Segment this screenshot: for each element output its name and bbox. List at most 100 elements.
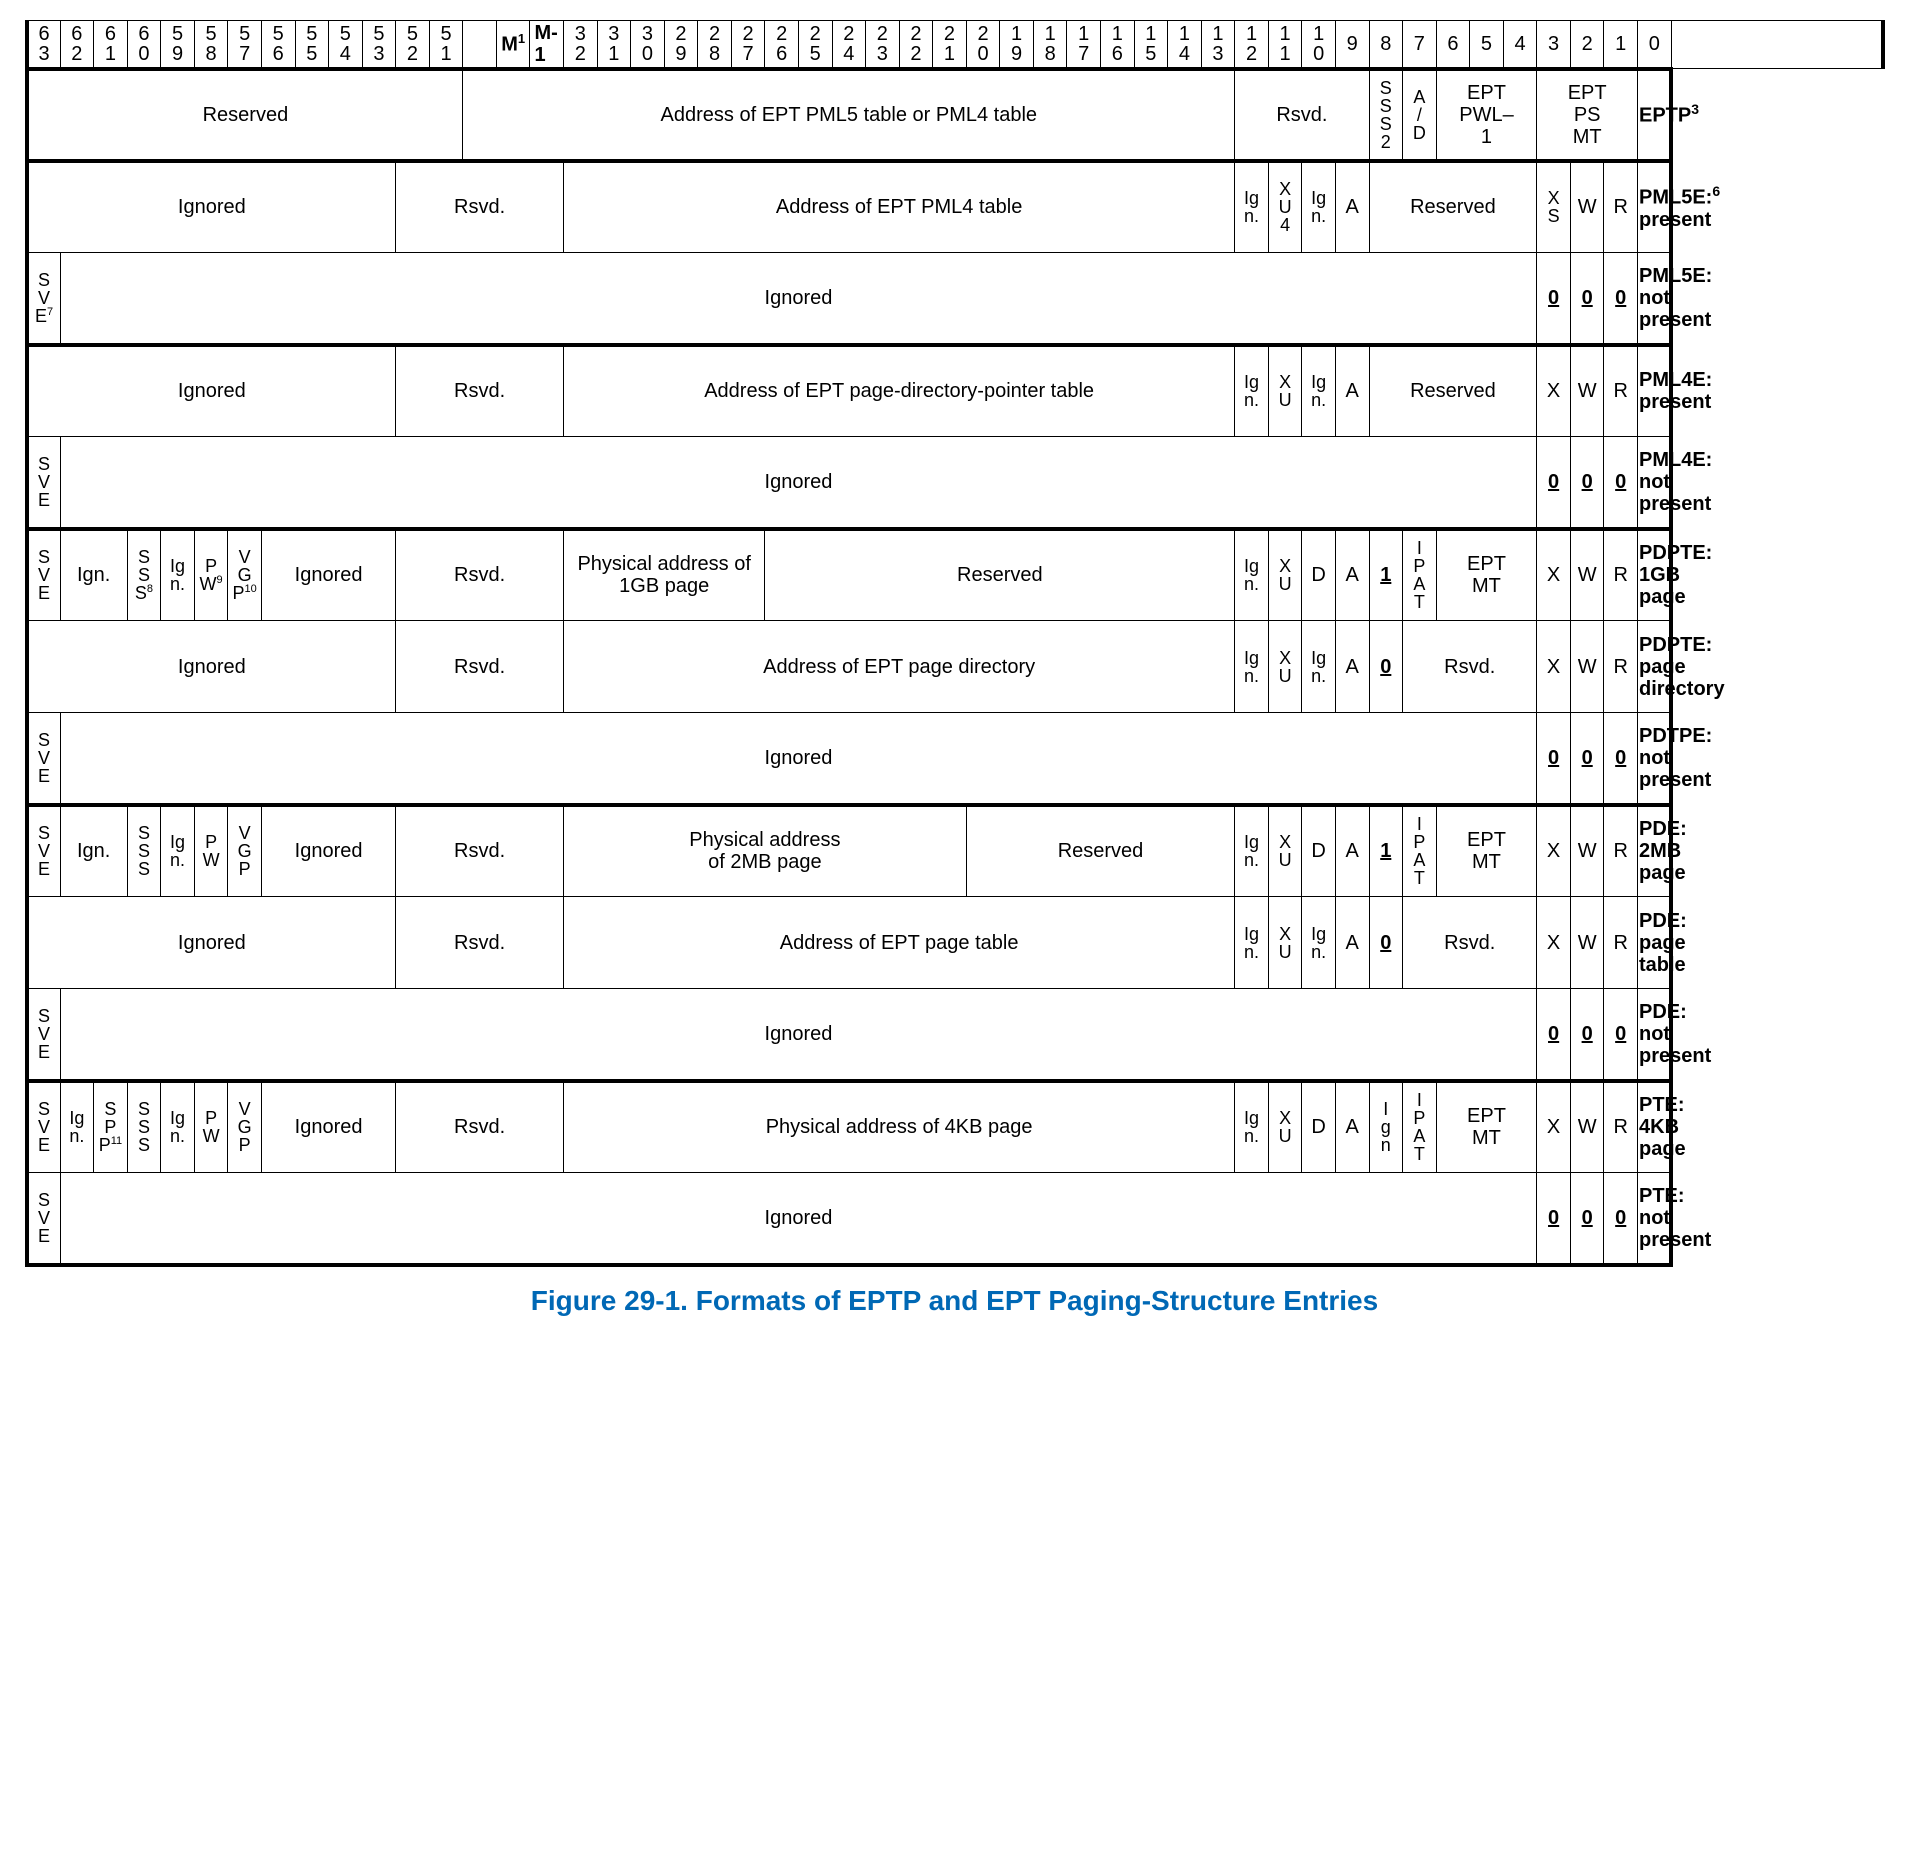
row-label: PML4E:notpresent [1638,437,1672,529]
bitfield-cell: R [1604,345,1638,437]
bitfield-cell: SVE [27,805,61,897]
bitfield-cell: SVE [27,529,61,621]
bit-header-cell: 51 [429,21,463,69]
bit-header-cell: 12 [1235,21,1269,69]
bitfield-cell: SVE [27,1081,61,1173]
bitfield-cell: XU [1268,1081,1302,1173]
bitfield-cell: W [1570,1081,1604,1173]
entry-row: SVEIgn.SPP11SSSIgn.PWVGPIgnoredRsvd.Phys… [27,1081,1883,1173]
bit-header-cell: 11 [1268,21,1302,69]
bit-header-cell: 10 [1302,21,1336,69]
bit-header-cell: 23 [866,21,900,69]
bit-header-cell: 60 [127,21,161,69]
bitfield-cell: 0 [1537,713,1571,805]
bit-header-cell: 3 [1537,21,1571,69]
bitfield-cell: 0 [1369,621,1403,713]
bit-header-cell: 61 [94,21,128,69]
bitfield-cell: VGP [228,1081,262,1173]
bitfield-cell: Address of EPT page table [564,897,1235,989]
bit-header-cell: 54 [329,21,363,69]
bitfield-cell: Rsvd. [1235,69,1369,161]
row-label: PTE:notpresent [1638,1173,1672,1265]
row-label: PML5E:6present [1638,161,1672,253]
bit-header-cell: 14 [1168,21,1202,69]
bit-header-cell: 55 [295,21,329,69]
bitfield-cell: Physical address of 4KB page [564,1081,1235,1173]
entry-row: IgnoredRsvd.Address of EPT page director… [27,621,1883,713]
bit-header-cell: 32 [564,21,598,69]
bitfield-cell: Ignored [27,621,396,713]
bitfield-cell: Ign. [1235,529,1269,621]
bitfield-cell: W [1570,161,1604,253]
bitfield-cell: Address of EPT page directory [564,621,1235,713]
bit-header-cell: 24 [832,21,866,69]
bitfield-cell: A [1335,897,1369,989]
entry-row: IgnoredRsvd.Address of EPT page-director… [27,345,1883,437]
bitfield-cell: EPTPWL–1 [1436,69,1537,161]
figure-container: 63626160595857565554535251M1M-1323130292… [25,20,1885,1317]
bitfield-cell: SVE7 [27,253,61,345]
bitfield-cell: Rsvd. [396,345,564,437]
bitfield-cell: D [1302,529,1336,621]
bitfield-cell: W [1570,805,1604,897]
bitfield-cell: SVE [27,437,61,529]
bitfield-cell: 0 [1570,989,1604,1081]
bitfield-cell: A [1335,161,1369,253]
bitfield-cell: Ignored [27,897,396,989]
bitfield-cell: SVE [27,1173,61,1265]
bitfield-cell: W [1570,897,1604,989]
bit-header-cell: 9 [1335,21,1369,69]
bitfield-cell: Reserved [966,805,1235,897]
entry-row: SVEIgnored000PML4E:notpresent [27,437,1883,529]
bitfield-cell: SVE [27,989,61,1081]
bitfield-cell: Physical address of 1GB page [564,529,765,621]
bitfield-cell: Ign. [60,529,127,621]
bit-header-cell: 7 [1403,21,1437,69]
bit-header-cell: 25 [798,21,832,69]
bitfield-cell: Address of EPT PML4 table [564,161,1235,253]
bit-header-cell: 18 [1033,21,1067,69]
bit-header-cell: 13 [1201,21,1235,69]
bitfield-cell: 0 [1570,1173,1604,1265]
label-header-cell [1671,21,1882,69]
bit-header-cell: M1 [496,21,530,69]
bitfield-cell: SSS2 [1369,69,1403,161]
bitfield-cell: Ignored [60,713,1537,805]
bitfield-cell: IPAT [1403,805,1437,897]
bit-header-cell: 59 [161,21,195,69]
bitfield-cell: R [1604,805,1638,897]
bitfield-cell: A [1335,621,1369,713]
bitfield-cell: Reserved [1369,345,1537,437]
bitfield-cell: IPAT [1403,529,1437,621]
bitfield-cell: Rsvd. [1403,897,1537,989]
bitfield-cell: X [1537,621,1571,713]
bitfield-cell: A [1335,805,1369,897]
bitfield-cell: VGP10 [228,529,262,621]
bitfield-cell: 0 [1369,897,1403,989]
entry-row: SVEIgnored000PTE:notpresent [27,1173,1883,1265]
bitfield-table: 63626160595857565554535251M1M-1323130292… [25,20,1885,1267]
bitfield-cell: Reserved [765,529,1235,621]
bit-header-cell: 58 [194,21,228,69]
bitfield-cell: XS [1537,161,1571,253]
bit-header-cell: 6 [1436,21,1470,69]
bitfield-cell: SVE [27,713,61,805]
bitfield-cell: 1 [1369,529,1403,621]
bitfield-cell: Ignored [27,161,396,253]
bitfield-cell: PW [194,1081,228,1173]
bitfield-cell: IPAT [1403,1081,1437,1173]
bit-header-cell: 27 [731,21,765,69]
bitfield-cell: SSS [127,1081,161,1173]
bitfield-cell: Ignored [60,437,1537,529]
bit-header-cell: 2 [1570,21,1604,69]
bitfield-cell: Ignored [60,253,1537,345]
bitfield-cell: Rsvd. [396,805,564,897]
bitfield-cell: XU [1268,621,1302,713]
bitfield-cell: Ign. [1235,161,1269,253]
bit-header-cell: 4 [1503,21,1537,69]
bitfield-cell: 0 [1604,253,1638,345]
bit-header-cell: 26 [765,21,799,69]
bitfield-cell: A [1335,529,1369,621]
bit-header-cell: 56 [261,21,295,69]
row-label: PML4E:present [1638,345,1672,437]
